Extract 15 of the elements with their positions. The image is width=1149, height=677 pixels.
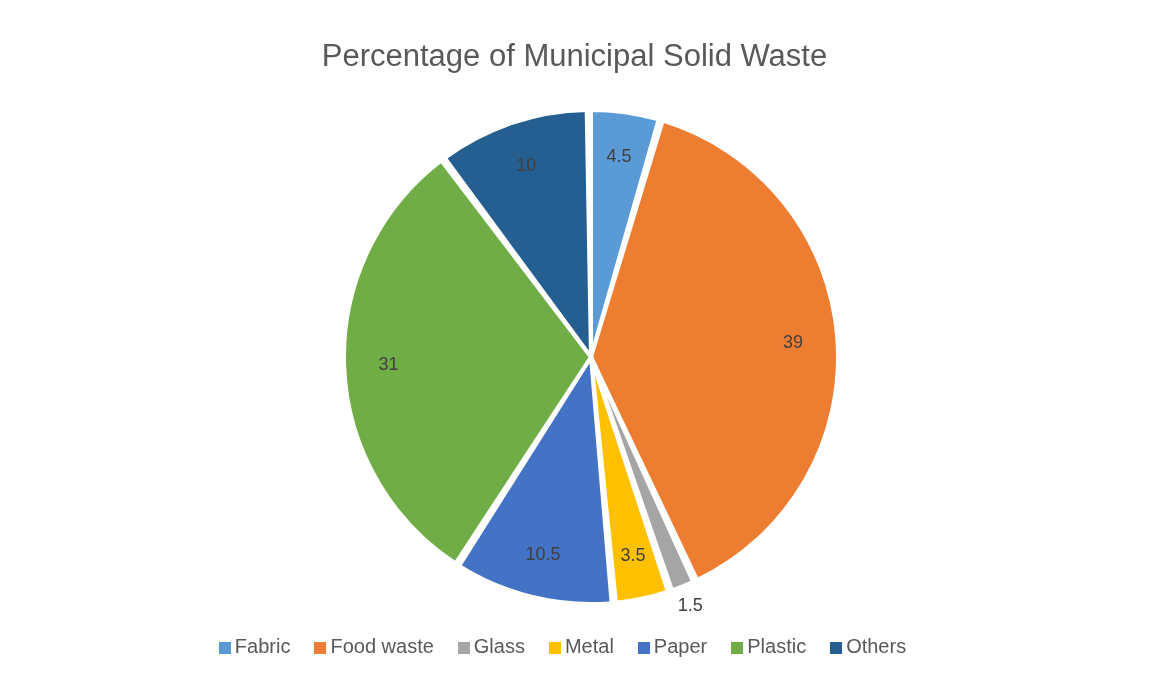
legend-label: Metal <box>564 635 614 657</box>
data-label: 39 <box>782 331 803 352</box>
data-label: 10 <box>516 155 537 176</box>
legend-label: Paper <box>653 635 708 657</box>
chart-title: Percentage of Municipal Solid Waste <box>320 38 829 74</box>
data-label: 1.5 <box>677 594 703 615</box>
data-label: 10.5 <box>525 543 561 564</box>
data-label: 4.5 <box>606 146 632 167</box>
legend-label: Food waste <box>330 635 434 657</box>
legend-label: Plastic <box>747 635 807 657</box>
legend-label: Glass <box>473 635 525 657</box>
data-label: 31 <box>378 354 399 375</box>
legend-label: Others <box>846 635 907 657</box>
data-label: 3.5 <box>620 545 646 566</box>
legend-label: Fabric <box>234 635 291 657</box>
